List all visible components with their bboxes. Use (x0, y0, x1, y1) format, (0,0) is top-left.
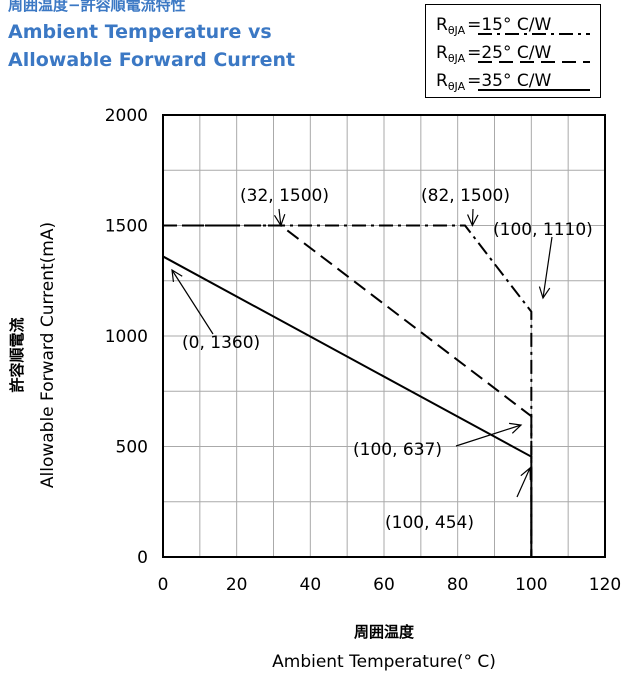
annotation-arrow (516, 467, 531, 498)
annotation-arrow (542, 236, 553, 299)
annotation-arrowhead (509, 422, 523, 434)
x-axis-label-jp: 周囲温度 (354, 623, 415, 641)
legend: RθJA =15° C/W RθJA =25° C/W RθJA =35° C/W (425, 4, 601, 98)
chart-title-jp: 周囲温度−許容順電流特性 (8, 0, 186, 14)
annotation-arrow (455, 424, 522, 447)
annotation-arrowhead (538, 286, 551, 300)
annotation-arrowhead (273, 213, 286, 227)
data-label: (0, 1360) (182, 333, 260, 353)
y-tick-label: 1000 (105, 327, 148, 347)
x-tick-label: 60 (373, 575, 395, 595)
x-tick-label: 100 (515, 575, 547, 595)
annotation-arrowhead (520, 466, 531, 481)
data-label: (100, 637) (353, 440, 442, 460)
x-tick-label: 0 (158, 575, 169, 595)
data-label: (100, 454) (385, 513, 474, 533)
x-tick-label: 40 (300, 575, 322, 595)
x-tick-label: 80 (447, 575, 469, 595)
data-label: (82, 1500) (421, 186, 510, 206)
annotation-arrow (278, 208, 282, 226)
legend-entry-label: RθJA =15° C/W (436, 15, 552, 37)
plot-frame (162, 114, 606, 558)
y-axis-label-en: Allowable Forward Current(mA) (38, 222, 58, 488)
y-tick-label: 500 (116, 438, 148, 458)
y-axis-label-jp: 許容順電流 (8, 317, 26, 392)
x-axis-label-en: Ambient Temperature(° C) (272, 652, 496, 672)
chart-title-line2: Allowable Forward Current (8, 49, 296, 71)
annotation-arrowhead (171, 268, 183, 282)
legend-entry-label: RθJA =35° C/W (436, 71, 552, 93)
annotation-arrowhead (467, 214, 479, 227)
y-tick-label: 2000 (105, 106, 148, 126)
series-line-solid (162, 255, 533, 557)
series-line-dashed (163, 224, 533, 557)
annotation-arrow (171, 269, 214, 335)
y-tick-label: 0 (137, 548, 148, 568)
chart-title-line1: Ambient Temperature vs (8, 21, 272, 43)
legend-graphic: RθJA =15° C/W RθJA =25° C/W RθJA =35° C/W (436, 15, 590, 93)
x-tick-label: 20 (226, 575, 248, 595)
data-label: (100, 1110) (493, 220, 593, 240)
annotation-arrow (471, 208, 474, 226)
legend-entry-label: RθJA =25° C/W (436, 43, 552, 65)
x-tick-label: 120 (589, 575, 621, 595)
data-label: (32, 1500) (240, 186, 329, 206)
y-tick-label: 1500 (105, 217, 148, 237)
